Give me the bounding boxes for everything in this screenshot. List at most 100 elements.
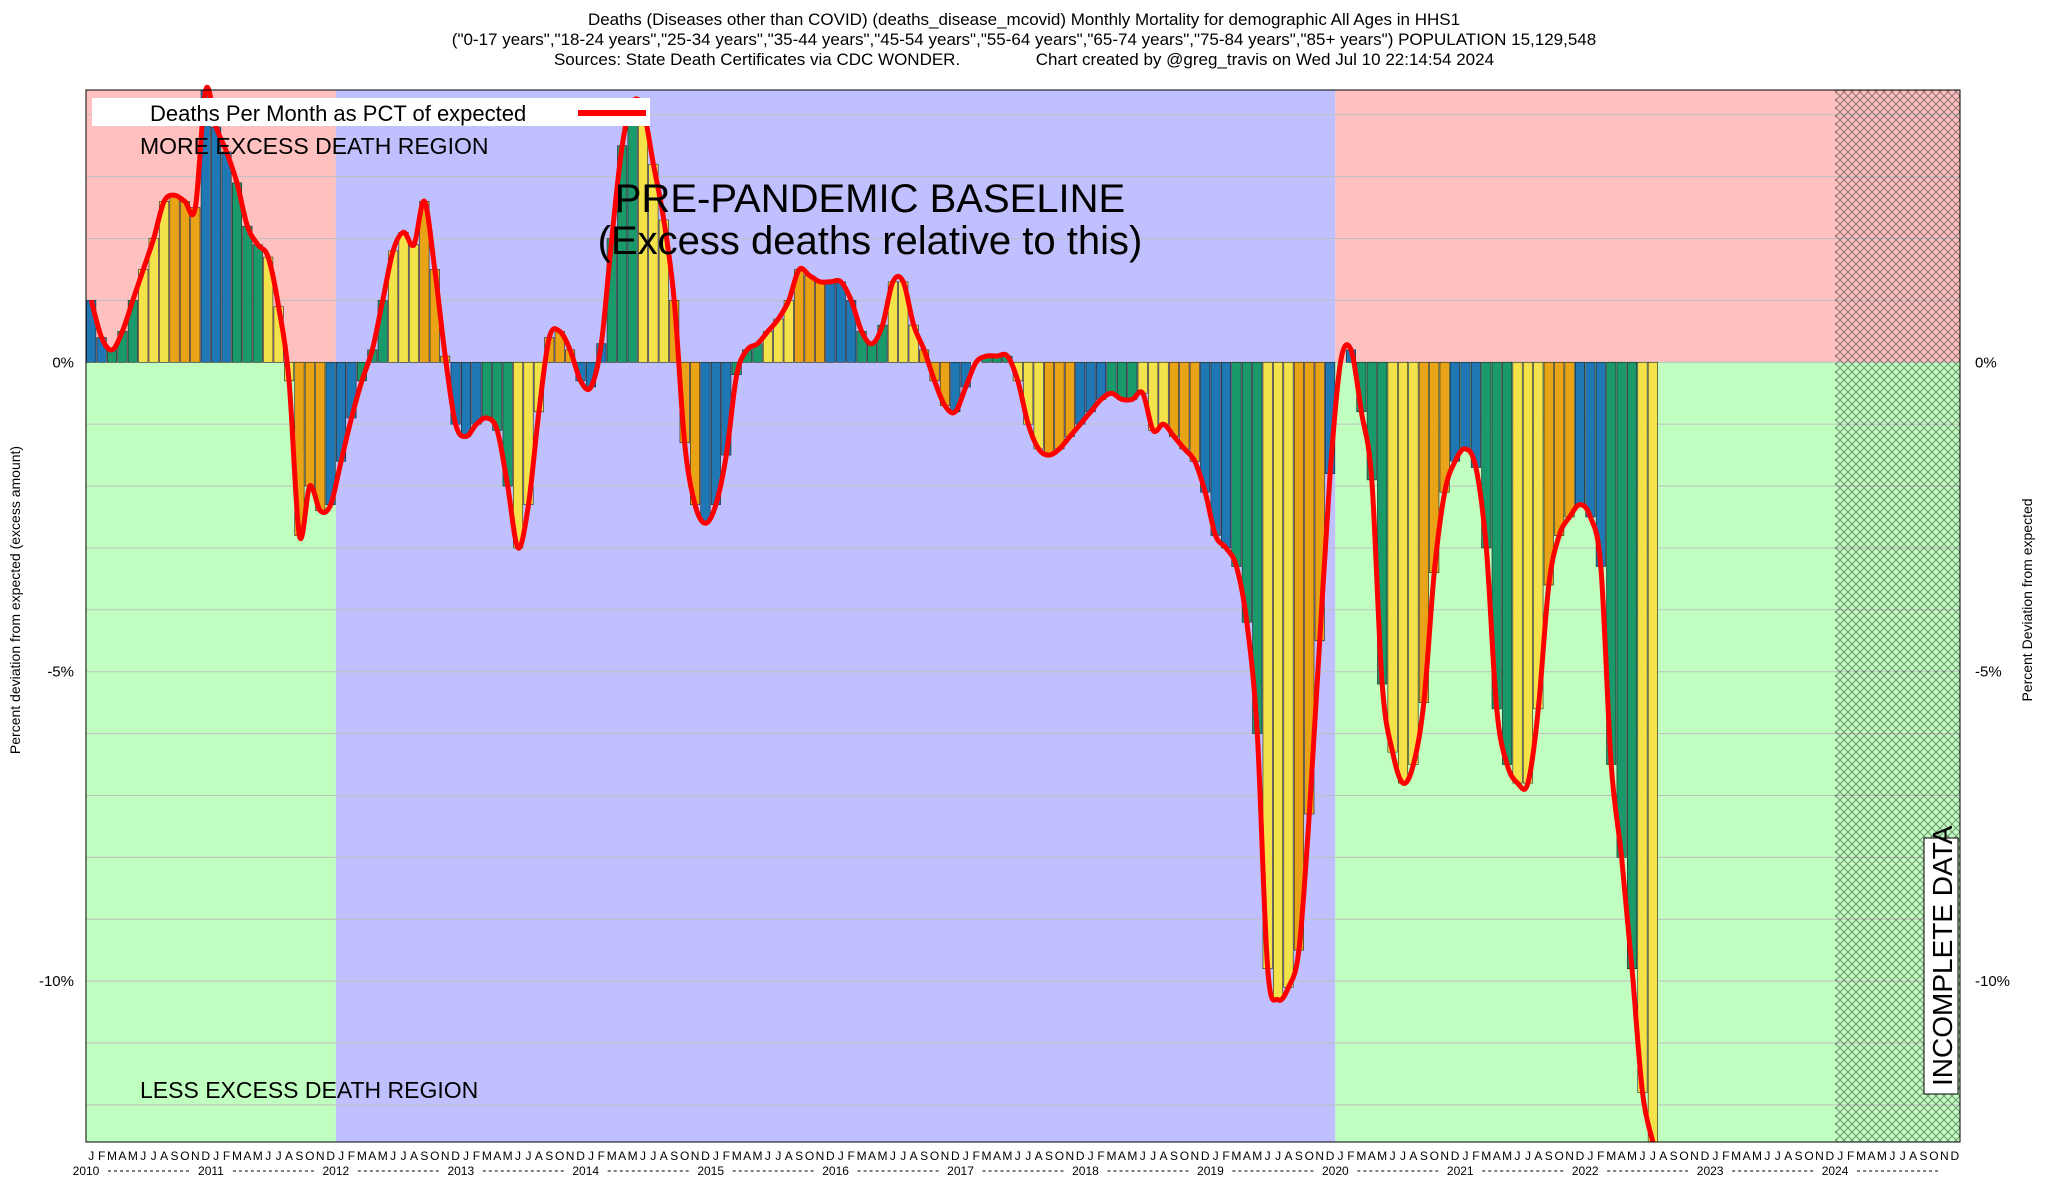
month-tick-label: J [338, 1149, 344, 1163]
month-tick-label: A [535, 1149, 543, 1163]
month-tick-label: S [1295, 1149, 1303, 1163]
month-tick-label: O [180, 1149, 189, 1163]
bar [1408, 361, 1419, 765]
month-tick-label: M [1356, 1149, 1366, 1163]
bar [159, 201, 170, 363]
month-tick-label: J [1515, 1149, 1521, 1163]
month-tick-label: N [1315, 1149, 1324, 1163]
bar [1293, 361, 1304, 951]
month-tick-label: D [326, 1149, 335, 1163]
month-tick-label: M [1606, 1149, 1616, 1163]
month-tick-label: A [743, 1149, 751, 1163]
month-tick-label: S [1670, 1149, 1678, 1163]
month-tick-label: O [1555, 1149, 1564, 1163]
month-tick-label: M [107, 1149, 117, 1163]
y-axis-title-left: Percent deviation from expected (excess … [7, 446, 23, 754]
month-tick-label: A [1160, 1149, 1168, 1163]
month-tick-label: M [503, 1149, 513, 1163]
month-tick-label: N [816, 1149, 825, 1163]
bar [242, 225, 253, 363]
month-tick-label: F [1222, 1149, 1229, 1163]
month-tick-label: N [691, 1149, 700, 1163]
bar [252, 244, 263, 363]
month-tick-label: M [1377, 1149, 1387, 1163]
year-tick-label: 2023 [1697, 1164, 1724, 1178]
year-tick-label: 2019 [1197, 1164, 1224, 1178]
month-tick-label: F [1097, 1149, 1104, 1163]
month-tick-label: A [1368, 1149, 1376, 1163]
month-tick-label: A [1784, 1149, 1792, 1163]
month-tick-label: N [1940, 1149, 1949, 1163]
year-tick-label: 2024 [1822, 1164, 1849, 1178]
month-tick-label: M [1002, 1149, 1012, 1163]
chart-title-line-2: ("0-17 years","18-24 years","25-34 years… [451, 30, 1597, 49]
month-tick-label: O [930, 1149, 939, 1163]
chart-title-line-3: Sources: State Death Certificates via CD… [553, 50, 1495, 69]
year-tick-label: 2021 [1447, 1164, 1474, 1178]
month-tick-label: J [1390, 1149, 1396, 1163]
bar [315, 361, 326, 512]
month-tick-label: D [201, 1149, 210, 1163]
month-tick-label: A [160, 1149, 168, 1163]
bar [1387, 361, 1398, 753]
bar [1616, 361, 1627, 858]
month-tick-label: A [1409, 1149, 1417, 1163]
month-tick-label: J [1889, 1149, 1895, 1163]
month-tick-label: O [1430, 1149, 1439, 1163]
bar [1231, 361, 1242, 567]
year-tick-label: 2014 [572, 1164, 599, 1178]
bar [1116, 361, 1127, 400]
month-tick-label: N [566, 1149, 575, 1163]
month-tick-label: J [1025, 1149, 1031, 1163]
month-tick-label: J [463, 1149, 469, 1163]
month-tick-label: F [473, 1149, 480, 1163]
month-tick-label: A [868, 1149, 876, 1163]
month-tick-label: F [848, 1149, 855, 1163]
month-tick-label: S [920, 1149, 928, 1163]
month-tick-label: M [253, 1149, 263, 1163]
year-tick-label: 2012 [323, 1164, 350, 1178]
month-tick-label: A [1659, 1149, 1667, 1163]
bar [179, 201, 190, 363]
month-tick-label: A [118, 1149, 126, 1163]
bar [1627, 361, 1638, 970]
month-tick-label: J [1900, 1149, 1906, 1163]
bar [1522, 361, 1533, 784]
month-tick-label: D [701, 1149, 710, 1163]
bar [231, 182, 242, 363]
month-tick-label: A [618, 1149, 626, 1163]
legend: Deaths Per Month as PCT of expected [92, 98, 650, 126]
year-tick-label: 2018 [1072, 1164, 1099, 1178]
bar [814, 281, 825, 363]
month-tick-label: J [265, 1149, 271, 1163]
month-tick-label: F [1597, 1149, 1604, 1163]
year-tick-label: 2020 [1322, 1164, 1349, 1178]
bar [408, 244, 419, 363]
month-tick-label: O [680, 1149, 689, 1163]
less-excess-region-label: LESS EXCESS DEATH REGION [140, 1077, 478, 1103]
bar [1054, 361, 1065, 450]
month-tick-label: J [640, 1149, 646, 1163]
month-tick-label: M [628, 1149, 638, 1163]
month-tick-label: N [441, 1149, 450, 1163]
month-tick-label: J [1764, 1149, 1770, 1163]
month-tick-label: J [401, 1149, 407, 1163]
month-tick-label: S [170, 1149, 178, 1163]
month-tick-label: A [410, 1149, 418, 1163]
bar [1574, 361, 1586, 505]
month-tick-label: O [1804, 1149, 1813, 1163]
month-tick-label: A [1867, 1149, 1875, 1163]
month-tick-label: J [1088, 1149, 1094, 1163]
month-tick-label: D [951, 1149, 960, 1163]
month-tick-label: A [993, 1149, 1001, 1163]
month-tick-label: F [1347, 1149, 1354, 1163]
month-tick-label: J [1525, 1149, 1531, 1163]
month-tick-label: F [972, 1149, 979, 1163]
month-tick-label: N [941, 1149, 950, 1163]
chart-titles: Deaths (Diseases other than COVID) (deat… [0, 10, 2048, 70]
month-tick-label: M [607, 1149, 617, 1163]
month-tick-label: J [713, 1149, 719, 1163]
month-tick-label: J [140, 1149, 146, 1163]
month-tick-label: A [1743, 1149, 1751, 1163]
